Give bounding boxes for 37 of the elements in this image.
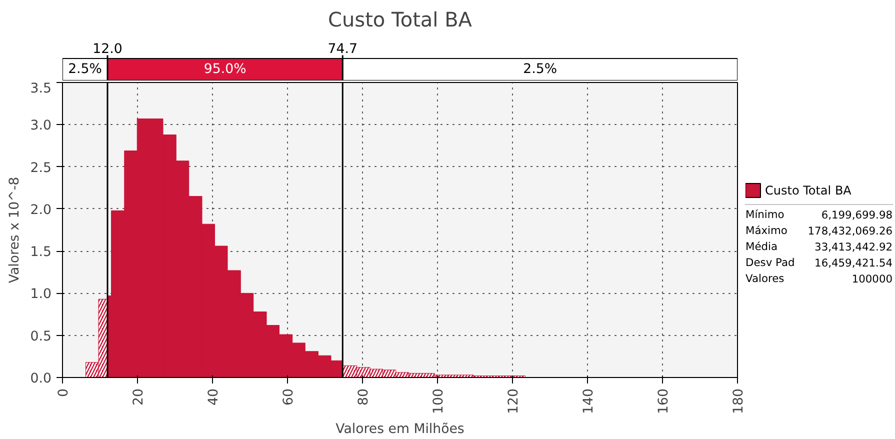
ref-line-label: 74.7 (328, 42, 358, 57)
text: Desv Pad (746, 256, 795, 269)
y-tick-label: 2.0 (30, 202, 52, 218)
ref-line-label: 12.0 (92, 42, 122, 57)
y-tick-label: 1.5 (30, 245, 52, 260)
text: 6,199,699.98 (821, 208, 893, 222)
text: 100000 (852, 272, 893, 286)
y-tick-label: 3.0 (30, 118, 52, 134)
y-tick-label: 1.0 (30, 287, 52, 302)
text: 178,432,069.26 (808, 224, 893, 238)
y-axis-title: Valores x 10^-8 (7, 176, 22, 284)
text: Mínimo (746, 208, 784, 221)
x-tick-label: 180 (732, 388, 746, 414)
legend-label: Custo Total BA (765, 184, 852, 198)
y-tick-label: 2.5 (30, 160, 52, 176)
text: Valores (746, 272, 785, 285)
text: 2.5% (523, 62, 558, 77)
y-tick-label: 0.0 (30, 372, 52, 386)
x-tick-label: 160 (656, 388, 672, 414)
chart-title: Custo Total BA (328, 8, 472, 32)
text: 33,413,442.92 (814, 240, 893, 254)
text: 16,459,421.54 (814, 256, 893, 270)
y-tick-label: 3.5 (30, 82, 52, 96)
x-tick-label: 80 (356, 388, 372, 406)
text: Máximo (746, 224, 788, 237)
y-tick-label: 0.5 (30, 329, 52, 344)
x-tick-label: 0 (56, 388, 72, 397)
x-tick-label: 60 (282, 388, 296, 406)
x-tick-label: 40 (206, 388, 222, 406)
text: 2.5% (68, 62, 102, 77)
x-tick-label: 100 (432, 388, 446, 414)
text: 95.0% (204, 62, 246, 77)
x-axis-title: Valores em Milhões (336, 422, 464, 437)
x-tick-label: 20 (132, 388, 146, 406)
x-tick-label: 140 (582, 388, 596, 414)
x-tick-label: 120 (506, 388, 522, 414)
text: Média (746, 240, 778, 253)
